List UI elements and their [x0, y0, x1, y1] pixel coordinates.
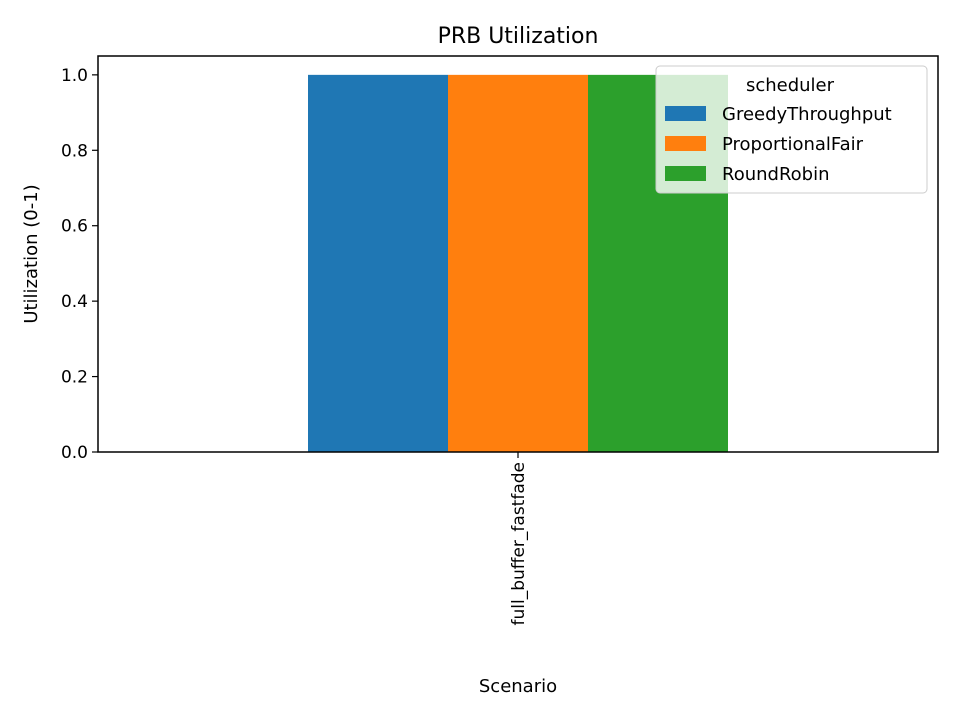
- x-axis-ticks: full_buffer_fastfade: [509, 452, 529, 626]
- legend-label-proportionalfair: ProportionalFair: [722, 134, 864, 155]
- y-tick-label: 0.0: [61, 443, 88, 463]
- bar-greedythroughput-0: [308, 74, 448, 452]
- x-tick-label: full_buffer_fastfade: [509, 462, 529, 626]
- y-axis-label: Utilization (0-1): [21, 184, 42, 323]
- bars-group: [308, 74, 728, 452]
- y-tick-label: 0.8: [61, 141, 88, 161]
- x-axis-label: Scenario: [479, 676, 557, 697]
- chart-title: PRB Utilization: [438, 24, 599, 49]
- legend-swatch-greedythroughput: [665, 106, 706, 121]
- y-tick-label: 0.2: [61, 368, 88, 388]
- legend: scheduler GreedyThroughput ProportionalFa…: [655, 65, 928, 194]
- legend-box: [655, 65, 928, 194]
- y-axis-ticks: 0.0 0.2 0.4 0.6 0.8 1.0: [61, 66, 98, 463]
- legend-label-greedythroughput: GreedyThroughput: [722, 104, 892, 125]
- legend-title: scheduler: [746, 75, 835, 96]
- legend-label-roundrobin: RoundRobin: [722, 164, 830, 185]
- legend-swatch-roundrobin: [665, 166, 706, 181]
- y-tick-label: 1.0: [61, 66, 88, 86]
- y-tick-label: 0.4: [61, 292, 88, 312]
- bar-proportionalfair-0: [448, 74, 588, 452]
- y-tick-label: 0.6: [61, 217, 88, 237]
- legend-swatch-proportionalfair: [665, 136, 706, 151]
- legend-items: GreedyThroughput ProportionalFair RoundRob…: [665, 104, 892, 185]
